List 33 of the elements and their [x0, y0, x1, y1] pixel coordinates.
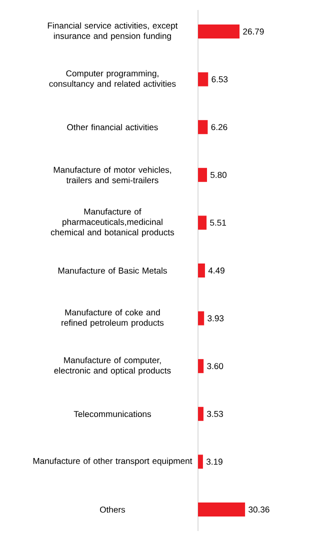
y-tick-label: Manufacture of pharmaceuticals,medicinal chemical and botanical products	[50, 208, 174, 238]
bar	[198, 24, 240, 39]
bar	[198, 406, 204, 421]
y-tick-label: Financial service activities, except insurance and pension funding	[48, 22, 178, 41]
bar	[198, 454, 203, 469]
bar	[198, 311, 204, 326]
y-tick-label: Manufacture of computer, electronic and optical products	[54, 356, 171, 376]
y-tick-label: Others	[100, 506, 126, 513]
data-label: 3.60	[207, 363, 224, 370]
bar	[198, 168, 207, 182]
y-tick-label: Manufacture of coke and refined petroleum products	[62, 309, 164, 328]
data-label: 5.51	[210, 220, 226, 226]
y-tick-label: Telecommunications	[74, 410, 151, 418]
bar	[198, 72, 208, 86]
data-label: 6.26	[211, 124, 228, 130]
data-label: 26.79	[243, 28, 264, 35]
y-tick-label: Manufacture of motor vehicles, trailers and semi-trailers	[54, 166, 171, 184]
data-label: 3.19	[206, 458, 222, 465]
data-label: 30.36	[248, 506, 270, 513]
data-label: 3.93	[208, 315, 224, 322]
y-tick-label: Computer programming, consultancy and related activities	[49, 70, 176, 88]
bar	[198, 216, 207, 230]
bar	[198, 120, 208, 134]
data-label: 4.49	[208, 267, 224, 274]
y-tick-label: Other financial activities	[67, 124, 158, 130]
data-label: 3.53	[207, 410, 223, 417]
bar	[198, 359, 204, 374]
bar	[198, 502, 246, 516]
data-label: 5.80	[210, 172, 227, 178]
y-tick-label: Manufacture of Basic Metals	[58, 267, 167, 274]
y-tick-label: Manufacture of other transport equipment	[33, 458, 192, 466]
bar	[198, 264, 205, 278]
data-label: 6.53	[212, 76, 228, 82]
